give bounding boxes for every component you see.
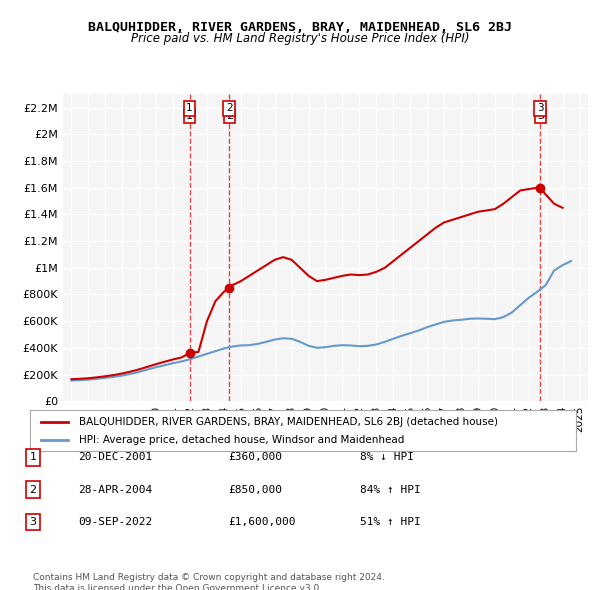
Text: 3: 3	[537, 103, 544, 113]
Text: 2: 2	[29, 485, 37, 494]
Text: 2: 2	[226, 111, 233, 121]
Text: 1: 1	[186, 103, 193, 113]
Text: 1: 1	[186, 111, 193, 121]
Text: BALQUHIDDER, RIVER GARDENS, BRAY, MAIDENHEAD, SL6 2BJ (detached house): BALQUHIDDER, RIVER GARDENS, BRAY, MAIDEN…	[79, 417, 498, 427]
Text: BALQUHIDDER, RIVER GARDENS, BRAY, MAIDENHEAD, SL6 2BJ: BALQUHIDDER, RIVER GARDENS, BRAY, MAIDEN…	[88, 21, 512, 34]
Text: Contains HM Land Registry data © Crown copyright and database right 2024.
This d: Contains HM Land Registry data © Crown c…	[33, 573, 385, 590]
Text: 2: 2	[226, 103, 233, 113]
Text: 09-SEP-2022: 09-SEP-2022	[78, 517, 152, 527]
Text: Price paid vs. HM Land Registry's House Price Index (HPI): Price paid vs. HM Land Registry's House …	[131, 32, 469, 45]
Text: £1,600,000: £1,600,000	[228, 517, 296, 527]
Text: 8% ↓ HPI: 8% ↓ HPI	[360, 453, 414, 462]
Text: £850,000: £850,000	[228, 485, 282, 494]
Text: £360,000: £360,000	[228, 453, 282, 462]
Text: 1: 1	[29, 453, 37, 462]
Text: 28-APR-2004: 28-APR-2004	[78, 485, 152, 494]
Text: 20-DEC-2001: 20-DEC-2001	[78, 453, 152, 462]
Text: 84% ↑ HPI: 84% ↑ HPI	[360, 485, 421, 494]
Text: 51% ↑ HPI: 51% ↑ HPI	[360, 517, 421, 527]
Text: HPI: Average price, detached house, Windsor and Maidenhead: HPI: Average price, detached house, Wind…	[79, 435, 404, 445]
Text: 3: 3	[537, 111, 544, 121]
Text: 3: 3	[29, 517, 37, 527]
